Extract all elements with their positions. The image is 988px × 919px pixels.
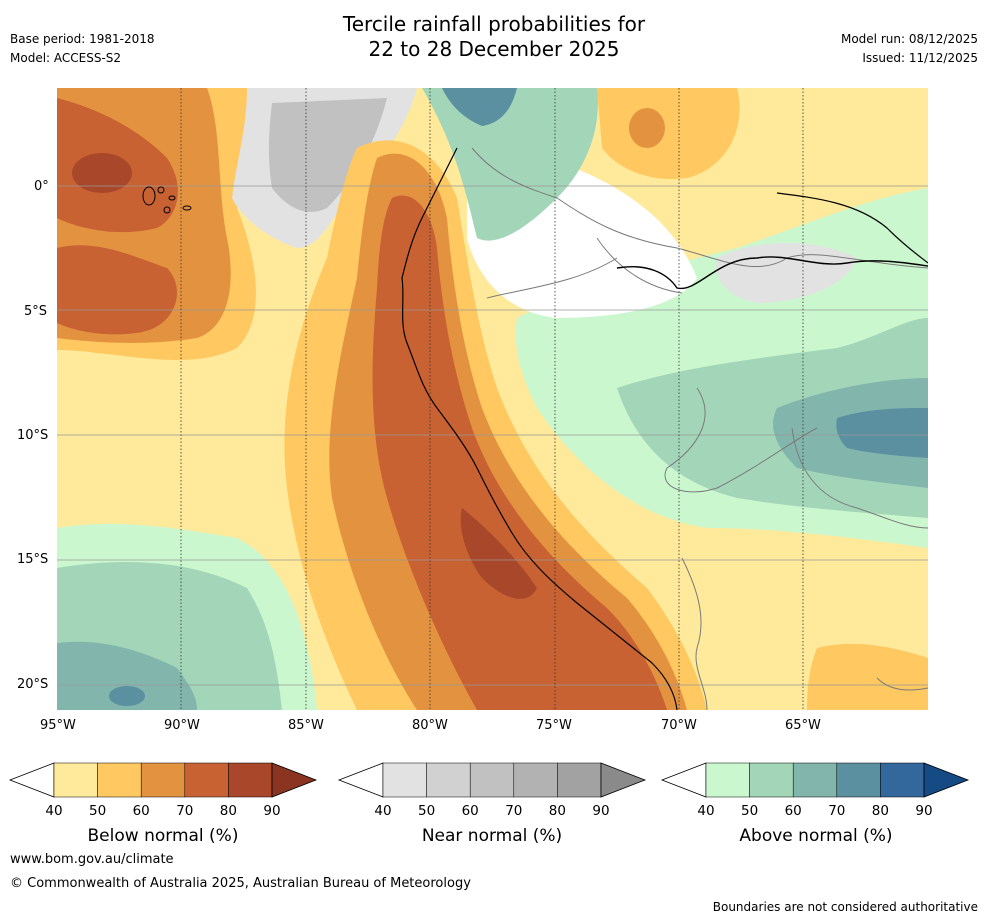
colorbar-above-segment — [880, 762, 925, 798]
colorbar-near-label: 80 — [548, 803, 566, 819]
colorbar-above-segment — [836, 762, 881, 798]
region-below-normal-coast-80 — [460, 508, 537, 599]
map-title: Tercile rainfall probabilities for 22 to… — [0, 12, 988, 62]
colorbar-above-segment — [749, 762, 794, 798]
region-above-normal-north-center — [422, 88, 598, 241]
colorbar-near-label: 40 — [374, 803, 392, 819]
colorbar-above-low-arrow — [660, 762, 707, 798]
colorbar-below-segment — [140, 762, 186, 798]
copyright: © Commonwealth of Australia 2025, Austra… — [10, 876, 471, 891]
region-above-normal-east-70 — [836, 408, 928, 458]
coastline — [401, 147, 678, 710]
colorbar-near-segment — [382, 762, 427, 798]
colorbar-above-label: 40 — [697, 803, 715, 819]
region-above-normal-north-center-70 — [442, 88, 517, 126]
lon-tick-95w: 95°W — [40, 718, 76, 733]
region-below-normal-southeast-60 — [807, 643, 928, 710]
rainfall-map — [57, 88, 928, 710]
lon-tick-70w: 70°W — [661, 718, 697, 733]
lat-tick-5s: 5°S — [24, 304, 48, 319]
colorbar-near-normal — [337, 762, 647, 798]
colorbar-near-segment — [426, 762, 471, 798]
colorbars — [8, 762, 970, 798]
lat-tick-10s: 10°S — [17, 428, 49, 443]
colorbar-below-segment — [97, 762, 142, 798]
title-line-2: 22 to 28 December 2025 — [368, 37, 620, 61]
website-link[interactable]: www.bom.gov.au/climate — [10, 852, 174, 867]
colorbar-above-label: 60 — [784, 803, 802, 819]
region-below-normal-northeast-70 — [629, 108, 665, 148]
colorbar-below-normal — [8, 762, 318, 798]
lon-tick-80w: 80°W — [412, 718, 448, 733]
base-period: Base period: 1981-2018 — [10, 32, 155, 46]
model-name: Model: ACCESS-S2 — [10, 51, 122, 65]
region-below-normal-northwest-80 — [72, 153, 132, 193]
model-run: Model run: 08/12/2025 — [840, 32, 978, 46]
colorbar-near-segment — [469, 762, 515, 798]
colorbar-above-label: 50 — [741, 803, 759, 819]
colorbar-near-title: Near normal (%) — [421, 826, 563, 846]
colorbar-below-segment — [53, 762, 98, 798]
colorbar-near-label: 70 — [505, 803, 523, 819]
gridlines-lon — [180, 88, 804, 710]
colorbar-near-high-arrow — [600, 762, 647, 798]
colorbar-near-label: 60 — [461, 803, 479, 819]
lon-tick-65w: 65°W — [785, 718, 821, 733]
colorbar-above-label: 90 — [915, 803, 933, 819]
colorbar-below-label: 80 — [219, 803, 237, 819]
region-below-normal-northeast — [597, 88, 740, 179]
region-above-normal-southwest-70 — [109, 686, 145, 706]
colorbar-above-segment — [792, 762, 838, 798]
lon-tick-75w: 75°W — [536, 718, 572, 733]
colorbar-above-high-arrow — [923, 762, 970, 798]
lon-tick-85w: 85°W — [288, 718, 324, 733]
lat-tick-0: 0° — [34, 179, 49, 194]
colorbar-below-label: 40 — [45, 803, 63, 819]
region-below-normal-northwest-70b — [57, 245, 177, 335]
colorbar-below-label: 60 — [132, 803, 150, 819]
colorbar-above-normal — [660, 762, 970, 798]
colorbar-near-segment — [513, 762, 558, 798]
region-above-normal-southwest-60 — [57, 641, 197, 710]
colorbar-above-label: 70 — [828, 803, 846, 819]
colorbar-above-segment — [705, 762, 750, 798]
colorbar-near-label: 90 — [592, 803, 610, 819]
country-borders — [471, 147, 928, 710]
lat-tick-15s: 15°S — [17, 552, 49, 567]
amazon-river-north — [776, 192, 928, 264]
colorbar-below-segment — [228, 762, 273, 798]
colorbar-below-label: 50 — [89, 803, 107, 819]
colorbar-below-label: 90 — [263, 803, 281, 819]
colorbar-above-label: 80 — [871, 803, 889, 819]
region-below-normal-coast-70 — [372, 195, 667, 710]
colorbar-below-label: 70 — [176, 803, 194, 819]
colorbar-below-segment — [184, 762, 229, 798]
colorbar-above-title: Above normal (%) — [739, 826, 893, 846]
galapagos-islands — [142, 186, 192, 214]
colorbar-below-low-arrow — [8, 762, 55, 798]
colorbar-near-low-arrow — [337, 762, 384, 798]
issued-date: Issued: 11/12/2025 — [862, 51, 978, 65]
gridlines-lat — [57, 185, 928, 686]
lon-tick-90w: 90°W — [164, 718, 200, 733]
colorbar-near-label: 50 — [418, 803, 436, 819]
colorbar-near-segment — [557, 762, 602, 798]
lat-tick-20s: 20°S — [17, 677, 49, 692]
title-line-1: Tercile rainfall probabilities for — [342, 12, 646, 36]
amazon-river — [616, 256, 928, 290]
colorbar-below-title: Below normal (%) — [87, 826, 239, 846]
disclaimer: Boundaries are not considered authoritat… — [712, 900, 978, 914]
colorbar-below-high-arrow — [271, 762, 318, 798]
region-near-normal-north-50 — [268, 98, 387, 212]
